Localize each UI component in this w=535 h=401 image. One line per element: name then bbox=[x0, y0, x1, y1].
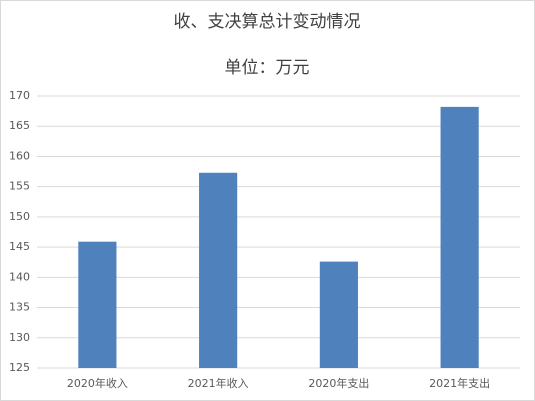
x-tick-label: 2021年收入 bbox=[188, 376, 249, 390]
y-tick-label: 145 bbox=[9, 240, 30, 253]
chart-title: 收、支决算总计变动情况 bbox=[174, 12, 361, 32]
y-tick-label: 130 bbox=[9, 331, 30, 344]
y-tick-label: 155 bbox=[9, 180, 30, 193]
y-tick-label: 135 bbox=[9, 301, 30, 314]
bar bbox=[319, 261, 358, 368]
bar bbox=[78, 241, 117, 368]
x-tick-label: 2020年支出 bbox=[308, 376, 369, 390]
chart-subtitle: 单位：万元 bbox=[225, 58, 310, 78]
x-tick-label: 2021年支出 bbox=[429, 376, 490, 390]
x-tick-label: 2020年收入 bbox=[67, 376, 128, 390]
y-tick-label: 165 bbox=[9, 119, 30, 132]
y-tick-label: 140 bbox=[9, 270, 30, 283]
bar bbox=[440, 106, 479, 368]
y-tick-label: 170 bbox=[9, 89, 30, 102]
y-tick-label: 160 bbox=[9, 149, 30, 162]
bar bbox=[199, 172, 238, 368]
y-tick-label: 150 bbox=[9, 210, 30, 223]
y-tick-label: 125 bbox=[9, 361, 30, 374]
